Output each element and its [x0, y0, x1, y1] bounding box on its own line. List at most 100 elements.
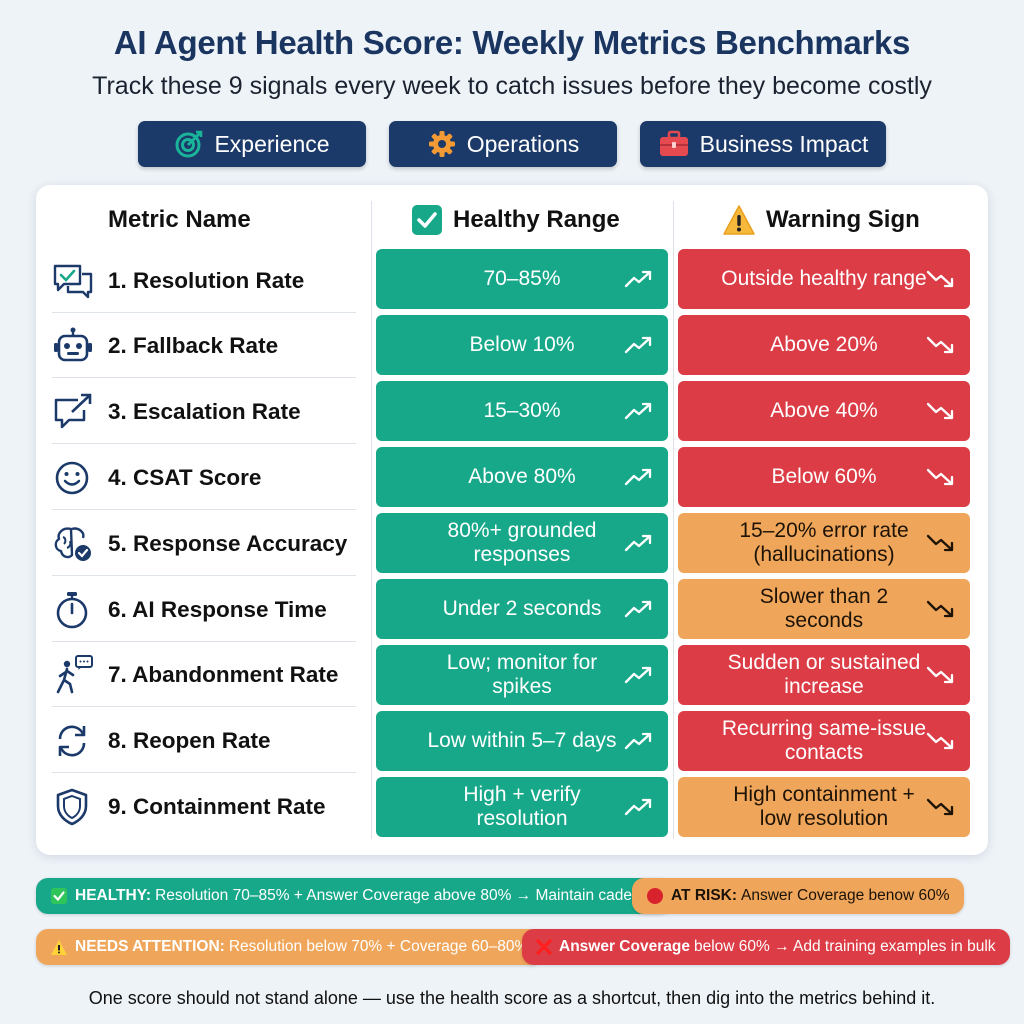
column-header-healthy: Healthy Range — [411, 203, 620, 237]
warning-sign-text: Recurring same-issue contacts — [721, 717, 927, 764]
checkmark-icon — [51, 888, 67, 904]
metric-name: 4. CSAT Score — [108, 464, 262, 490]
brain-check-icon — [54, 526, 91, 561]
trend-down-icon — [926, 468, 954, 486]
metric-name: 2. Fallback Rate — [108, 332, 279, 358]
healthy-range-text: 80%+ grounded responses — [447, 519, 597, 566]
column-header-warning-label: Warning Sign — [766, 206, 920, 233]
healthy-range-cell: 80%+ grounded responses — [376, 513, 668, 573]
healthy-range-cell: Under 2 seconds — [376, 579, 668, 639]
healthy-range-text: 15–30% — [483, 399, 561, 422]
status-badge-needs-attention: NEEDS ATTENTION: Resolution below 70% + … — [36, 929, 543, 965]
warning-sign-text: Outside healthy range — [721, 267, 927, 290]
escalate-arrow-icon — [54, 393, 92, 428]
warning-sign-text: Slower than 2 seconds — [759, 585, 889, 632]
warning-sign-cell: Sudden or sustained increase — [678, 645, 970, 705]
warning-sign-cell: Above 20% — [678, 315, 970, 375]
healthy-range-text: Low within 5–7 days — [427, 729, 617, 752]
robot-icon — [54, 327, 92, 361]
cross-icon — [536, 939, 552, 955]
warning-sign-cell: Below 60% — [678, 447, 970, 507]
refresh-icon — [58, 724, 86, 757]
healthy-range-text: High + verify resolution — [463, 783, 581, 830]
trend-down-icon — [926, 732, 954, 750]
smiley-icon — [55, 461, 89, 494]
trend-up-icon — [624, 270, 652, 288]
category-operations-button[interactable]: Operations — [389, 121, 617, 167]
target-icon — [175, 130, 203, 158]
metric-name: 6. AI Response Time — [108, 596, 327, 622]
healthy-range-text: 70–85% — [483, 267, 561, 290]
category-business-impact-button[interactable]: Business Impact — [640, 121, 886, 167]
warning-sign-text: High containment + low resolution — [733, 783, 915, 830]
status-badge-text: below 60% → Add training examples in bul… — [693, 938, 996, 955]
healthy-range-cell: Low within 5–7 days — [376, 711, 668, 771]
status-badge-at-risk: AT RISK: Answer Coverage benow 60% — [632, 878, 964, 914]
footer-note: One score should not stand alone — use t… — [88, 988, 936, 1008]
metric-row: 3. Escalation Rate — [52, 380, 356, 444]
warning-sign-cell: Above 40% — [678, 381, 970, 441]
trend-down-icon — [926, 270, 954, 288]
category-label: Operations — [466, 130, 580, 157]
warning-sign-text: 15–20% error rate (hallucinations) — [739, 519, 909, 566]
warning-sign-text: Sudden or sustained increase — [727, 651, 921, 698]
metric-row: 2. Fallback Rate — [52, 314, 356, 378]
healthy-range-cell: High + verify resolution — [376, 777, 668, 837]
warning-sign-cell: Recurring same-issue contacts — [678, 711, 970, 771]
status-badge-key: AT RISK: — [671, 887, 738, 904]
trend-up-icon — [624, 534, 652, 552]
warning-sign-cell: High containment + low resolution — [678, 777, 970, 837]
shield-icon — [56, 788, 88, 826]
status-badge-text: Resolution 70–85% + Answer Coverage abov… — [155, 887, 657, 904]
status-badge-key: NEEDS ATTENTION: — [75, 938, 225, 955]
trend-up-icon — [624, 732, 652, 750]
healthy-range-cell: Below 10% — [376, 315, 668, 375]
trend-up-icon — [624, 666, 652, 684]
healthy-range-text: Above 80% — [468, 465, 576, 488]
warning-sign-cell: Slower than 2 seconds — [678, 579, 970, 639]
page-subtitle: Track these 9 signals every week to catc… — [92, 72, 932, 100]
category-label: Business Impact — [699, 130, 869, 157]
red-circle-icon — [647, 888, 663, 904]
warning-icon — [723, 205, 755, 235]
trend-up-icon — [624, 600, 652, 618]
metric-row: 1. Resolution Rate — [52, 249, 356, 313]
trend-up-icon — [624, 402, 652, 420]
walking-person-icon — [56, 654, 93, 693]
status-badge-text: Resolution below 70% + Coverage 60–80% — [228, 938, 529, 955]
warning-sign-text: Above 20% — [770, 333, 878, 356]
trend-up-icon — [624, 468, 652, 486]
healthy-range-cell: Above 80% — [376, 447, 668, 507]
status-badge-key: Answer Coverage — [559, 938, 690, 955]
trend-up-icon — [624, 798, 652, 816]
healthy-range-text: Under 2 seconds — [442, 597, 602, 620]
gear-icon — [428, 131, 455, 157]
column-header-warning: Warning Sign — [722, 203, 920, 237]
trend-down-icon — [926, 666, 954, 684]
trend-down-icon — [926, 798, 954, 816]
healthy-range-cell: 15–30% — [376, 381, 668, 441]
metric-row: 7. Abandonment Rate — [52, 643, 356, 707]
metric-name: 7. Abandonment Rate — [108, 661, 339, 687]
status-badge-answer-coverage: Answer Coverage below 60% → Add training… — [522, 929, 1010, 965]
category-label: Experience — [214, 130, 330, 157]
metric-name: 9. Containment Rate — [108, 794, 326, 819]
status-badge-text: Answer Coverage benow 60% — [741, 887, 950, 904]
metric-row: 9. Containment Rate — [52, 775, 356, 839]
stopwatch-icon — [56, 591, 88, 628]
healthy-range-text: Below 10% — [469, 333, 575, 356]
metric-name: 1. Resolution Rate — [108, 267, 305, 293]
metric-row: 8. Reopen Rate — [52, 709, 356, 773]
healthy-range-cell: Low; monitor for spikes — [376, 645, 668, 705]
column-header-healthy-label: Healthy Range — [453, 206, 620, 233]
metric-name: 8. Reopen Rate — [108, 727, 271, 753]
warning-sign-cell: 15–20% error rate (hallucinations) — [678, 513, 970, 573]
warning-sign-text: Above 40% — [770, 399, 878, 422]
healthy-range-cell: 70–85% — [376, 249, 668, 309]
warning-sign-text: Below 60% — [771, 465, 877, 488]
category-experience-button[interactable]: Experience — [138, 121, 366, 167]
metric-row: 4. CSAT Score — [52, 446, 356, 510]
metric-row: 5. Response Accuracy — [52, 512, 356, 576]
healthy-range-text: Low; monitor for spikes — [446, 651, 598, 698]
page-title: AI Agent Health Score: Weekly Metrics Be… — [113, 24, 911, 61]
